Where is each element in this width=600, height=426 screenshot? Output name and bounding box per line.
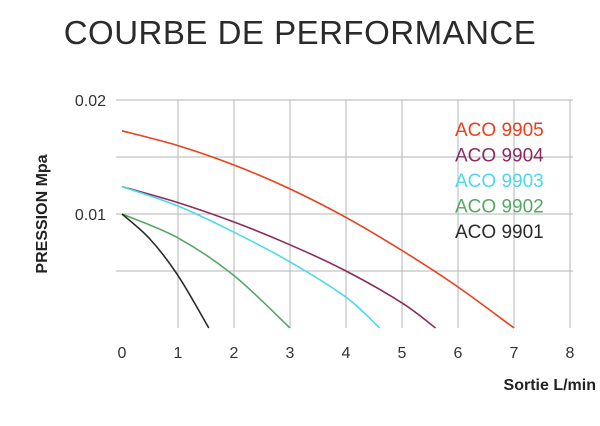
x-tick-label: 4: [342, 345, 351, 362]
x-tick-label: 5: [398, 345, 407, 362]
x-tick-label: 8: [566, 345, 575, 362]
legend: ACO 9905 ACO 9904 ACO 9903 ACO 9902 ACO 9901: [455, 120, 544, 243]
y-tick-label: 0.01: [75, 207, 106, 224]
x-tick-labels: 0 1 2 3 4 5 6 7 8: [118, 345, 575, 362]
x-tick-label: 7: [510, 345, 519, 362]
x-tick-label: 2: [230, 345, 239, 362]
x-tick-label: 3: [286, 345, 295, 362]
legend-entry: ACO 9903: [455, 171, 544, 192]
x-tick-label: 0: [118, 345, 127, 362]
legend-entry: ACO 9901: [455, 222, 544, 243]
grid: [116, 99, 573, 328]
series-line-aco-9903: [121, 185, 381, 329]
series-lines: [121, 130, 515, 329]
x-tick-label: 6: [454, 345, 463, 362]
x-axis-label: Sortie L/min: [504, 377, 596, 394]
y-tick-label: 0.02: [75, 93, 106, 110]
legend-entry: ACO 9904: [455, 146, 544, 167]
series-line-aco-9904: [121, 185, 437, 329]
series-line-aco-9905: [121, 130, 515, 329]
series-line-aco-9901: [121, 213, 210, 329]
y-tick-labels: 0.02 0.01: [75, 93, 106, 224]
x-tick-label: 1: [174, 345, 183, 362]
chart-title: COURBE DE PERFORMANCE: [63, 14, 537, 51]
legend-entry: ACO 9902: [455, 197, 544, 218]
legend-entry: ACO 9905: [455, 120, 544, 141]
series-line-aco-9902: [121, 213, 291, 329]
y-axis-label: PRESSION Mpa: [34, 154, 51, 273]
